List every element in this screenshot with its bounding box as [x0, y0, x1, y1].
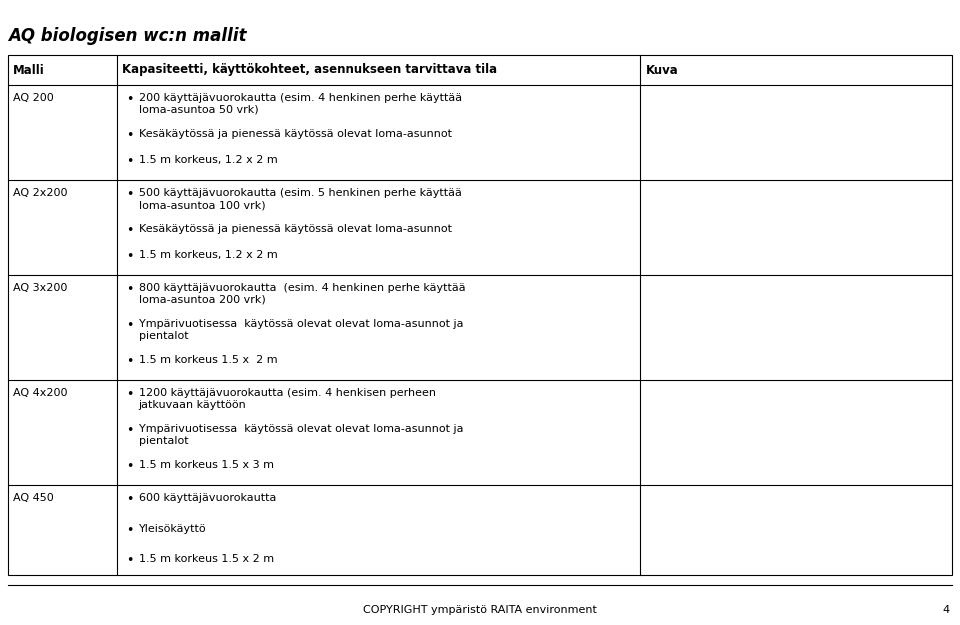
Text: AQ biologisen wc:n mallit: AQ biologisen wc:n mallit — [8, 27, 247, 45]
Text: •: • — [127, 224, 134, 238]
Text: •: • — [127, 93, 134, 106]
Text: AQ 4x200: AQ 4x200 — [13, 388, 67, 398]
Text: Ympärivuotisessa  käytössä olevat olevat loma-asunnot ja
pientalot: Ympärivuotisessa käytössä olevat olevat … — [138, 319, 463, 341]
Text: •: • — [127, 460, 134, 473]
Bar — [8, 55, 952, 575]
Text: •: • — [127, 188, 134, 201]
Text: Malli: Malli — [13, 64, 45, 76]
Text: 600 käyttäjävuorokautta: 600 käyttäjävuorokautta — [138, 493, 276, 503]
Text: •: • — [127, 129, 134, 142]
Text: •: • — [127, 424, 134, 437]
Text: 1.5 m korkeus, 1.2 x 2 m: 1.5 m korkeus, 1.2 x 2 m — [138, 249, 277, 259]
Text: AQ 3x200: AQ 3x200 — [13, 283, 67, 293]
Text: Ympärivuotisessa  käytössä olevat olevat loma-asunnot ja
pientalot: Ympärivuotisessa käytössä olevat olevat … — [138, 424, 463, 446]
Text: •: • — [127, 388, 134, 401]
Text: 200 käyttäjävuorokautta (esim. 4 henkinen perhe käyttää
loma-asuntoa 50 vrk): 200 käyttäjävuorokautta (esim. 4 henkine… — [138, 93, 462, 115]
Text: •: • — [127, 319, 134, 332]
Text: Kuva: Kuva — [645, 64, 678, 76]
Text: •: • — [127, 493, 134, 506]
Text: AQ 2x200: AQ 2x200 — [13, 188, 67, 198]
Text: •: • — [127, 283, 134, 296]
Text: •: • — [127, 554, 134, 568]
Text: 1.5 m korkeus 1.5 x 3 m: 1.5 m korkeus 1.5 x 3 m — [138, 460, 274, 470]
Text: •: • — [127, 249, 134, 262]
Text: AQ 450: AQ 450 — [13, 493, 54, 503]
Text: Kesäkäytössä ja pienessä käytössä olevat loma-asunnot: Kesäkäytössä ja pienessä käytössä olevat… — [138, 224, 451, 234]
Text: •: • — [127, 355, 134, 368]
Text: 1.5 m korkeus 1.5 x  2 m: 1.5 m korkeus 1.5 x 2 m — [138, 355, 277, 365]
Text: •: • — [127, 154, 134, 168]
Text: Yleisökäyttö: Yleisökäyttö — [138, 524, 206, 534]
Text: 4: 4 — [943, 605, 950, 615]
Text: 1.5 m korkeus 1.5 x 2 m: 1.5 m korkeus 1.5 x 2 m — [138, 554, 274, 564]
Text: 1200 käyttäjävuorokautta (esim. 4 henkisen perheen
jatkuvaan käyttöön: 1200 käyttäjävuorokautta (esim. 4 henkis… — [138, 388, 436, 410]
Text: 800 käyttäjävuorokautta  (esim. 4 henkinen perhe käyttää
loma-asuntoa 200 vrk): 800 käyttäjävuorokautta (esim. 4 henkine… — [138, 283, 466, 305]
Text: •: • — [127, 524, 134, 537]
Text: COPYRIGHT ympäristö RAITA environment: COPYRIGHT ympäristö RAITA environment — [363, 605, 597, 615]
Text: 1.5 m korkeus, 1.2 x 2 m: 1.5 m korkeus, 1.2 x 2 m — [138, 154, 277, 164]
Text: Kapasiteetti, käyttökohteet, asennukseen tarvittava tila: Kapasiteetti, käyttökohteet, asennukseen… — [122, 64, 496, 76]
Text: 500 käyttäjävuorokautta (esim. 5 henkinen perhe käyttää
loma-asuntoa 100 vrk): 500 käyttäjävuorokautta (esim. 5 henkine… — [138, 188, 462, 210]
Text: Kesäkäytössä ja pienessä käytössä olevat loma-asunnot: Kesäkäytössä ja pienessä käytössä olevat… — [138, 129, 451, 139]
Text: AQ 200: AQ 200 — [13, 93, 54, 103]
